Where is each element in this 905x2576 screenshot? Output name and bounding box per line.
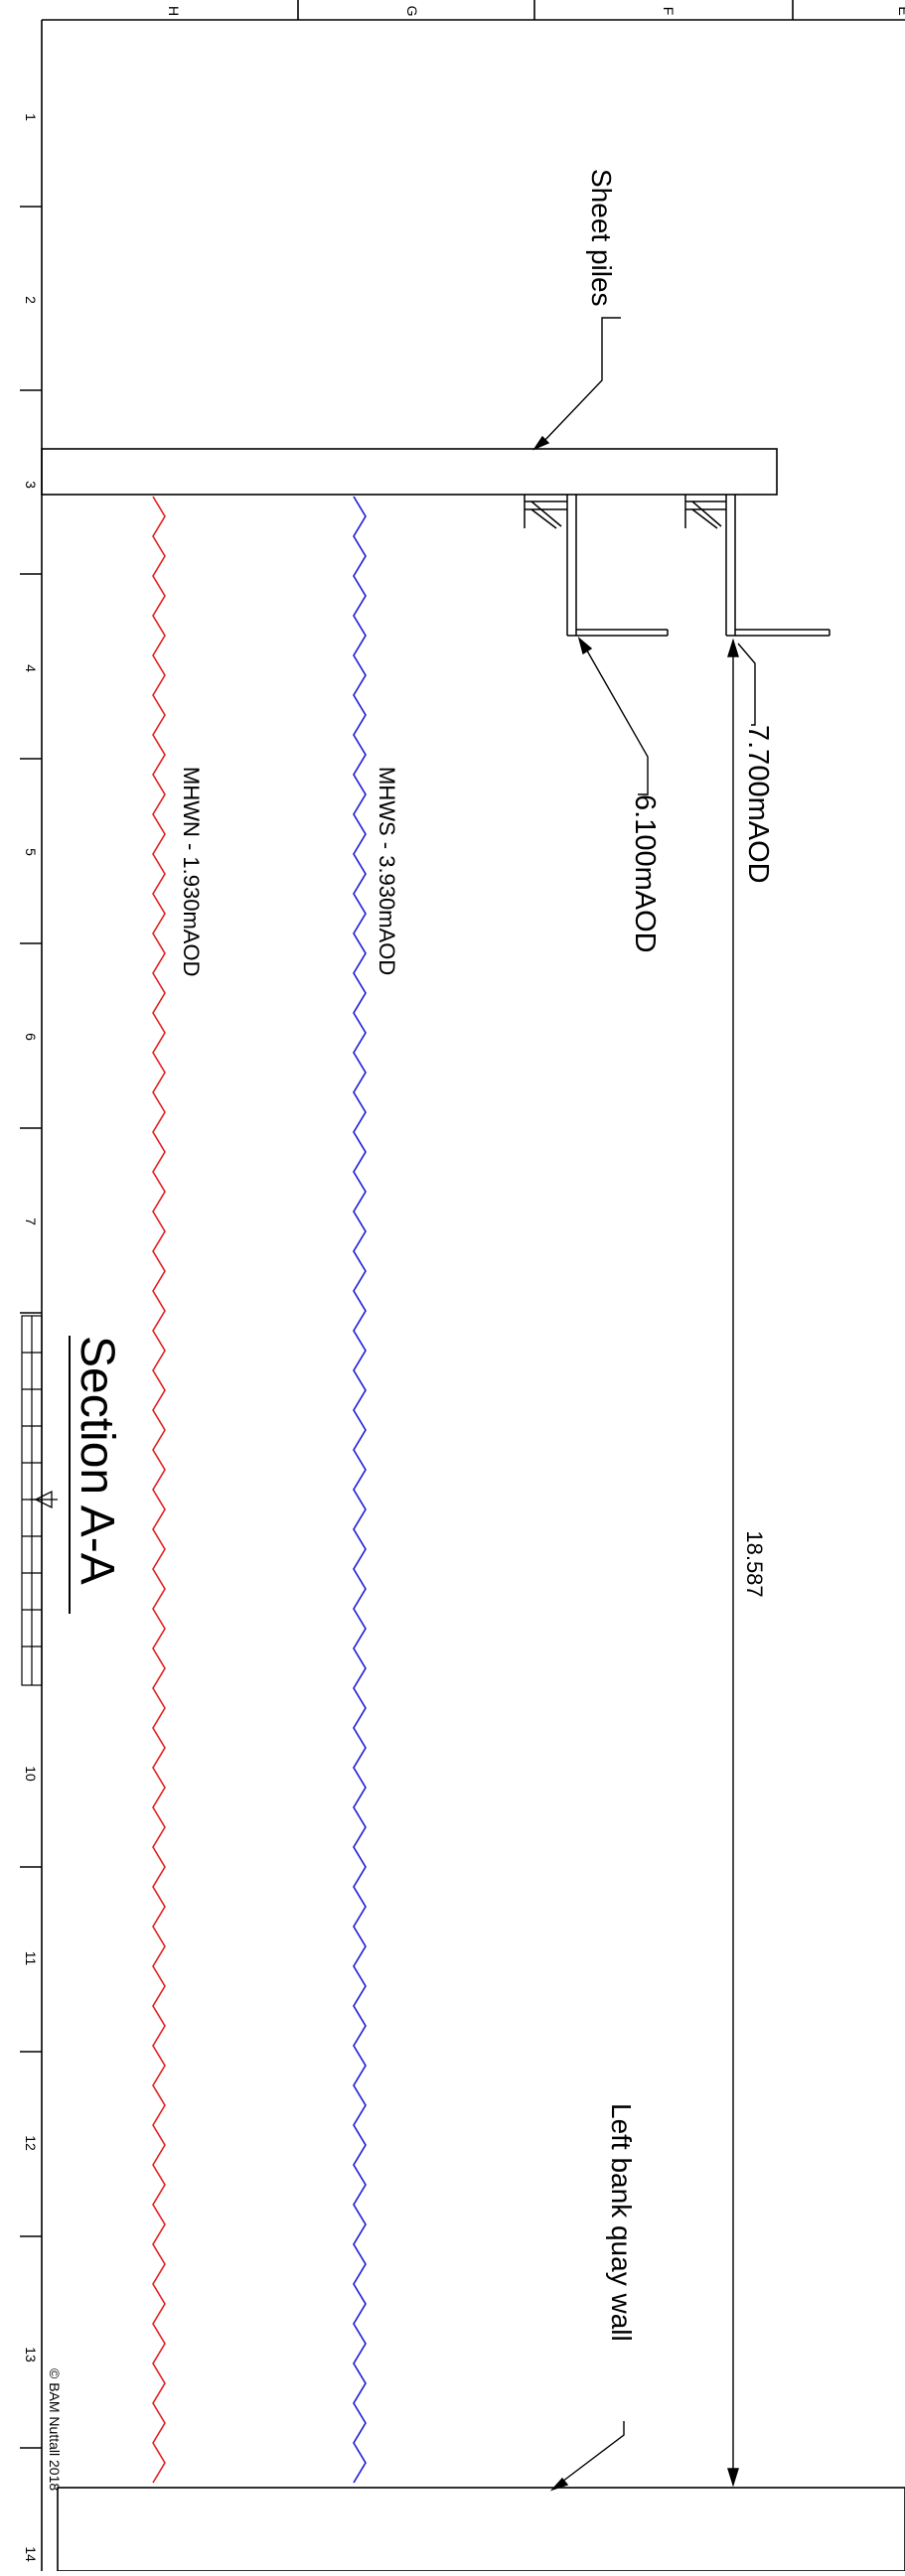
border-number-2: 2 [23, 296, 39, 304]
label-mhwn: MHWN - 1.930mAOD [179, 767, 204, 976]
border-number-14: 14 [23, 2546, 39, 2562]
sheet-pile-wall-upper [42, 449, 777, 495]
label-mhws: MHWS - 3.930mAOD [375, 767, 399, 975]
mhwn-water-line [153, 497, 165, 2483]
label-left-bank: Left bank quay wall [606, 2103, 637, 2342]
border-number-13: 13 [23, 2347, 39, 2362]
border-number-6: 6 [23, 1033, 39, 1041]
border-number-7: 7 [23, 1217, 39, 1225]
border-letter-g: G [404, 6, 420, 17]
border-number-1: 1 [23, 113, 39, 121]
label-sheet-piles: Sheet piles [586, 169, 617, 307]
border-letter-h: H [166, 6, 182, 16]
border-number-4: 4 [23, 664, 39, 672]
border-letter-f: F [661, 7, 677, 16]
margin-ticks [20, 207, 42, 2448]
border-number-3: 3 [23, 481, 39, 489]
label-dimension: 18.587 [742, 1530, 767, 1597]
border-number-5: 5 [23, 848, 39, 856]
border-letters: H G F E [166, 6, 905, 17]
label-level-upper: 7.700mAOD [742, 725, 774, 884]
border-letter-e: E [896, 6, 905, 15]
label-level-lower: 6.100mAOD [629, 794, 661, 953]
drawing-frame [42, 0, 905, 2571]
north-marker-icon [30, 1492, 58, 1507]
anchor-structure-a [525, 495, 668, 636]
anchor-structure-b [685, 495, 830, 636]
border-number-10: 10 [23, 1766, 39, 1782]
dimension-line [728, 641, 738, 2485]
leader-left-bank [552, 2421, 624, 2490]
border-numbers: 1 2 3 4 5 6 7 10 11 12 13 14 [23, 113, 39, 2562]
mhws-water-line [354, 497, 366, 2483]
leader-level-upper [738, 644, 755, 725]
leader-level-lower [579, 639, 648, 794]
copyright-label: © BAM Nuttall 2018 [47, 2368, 63, 2491]
border-number-12: 12 [23, 2135, 39, 2151]
border-number-11: 11 [23, 1951, 39, 1966]
leader-sheet-piles [534, 318, 621, 449]
section-title: Section A-A [71, 1336, 123, 1585]
quay-wall-lower [58, 2488, 905, 2571]
